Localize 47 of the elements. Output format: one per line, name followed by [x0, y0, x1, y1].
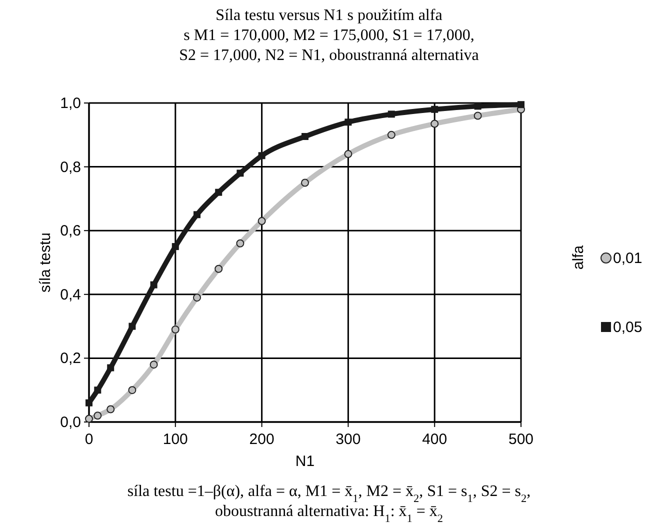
- point: [302, 132, 308, 140]
- point: [128, 322, 136, 330]
- x-tick-label: 100: [162, 431, 188, 448]
- x-tick-label: 500: [508, 431, 534, 448]
- text: síla testu =1–β(α), alfa = α, M1 = x̄$_{1}$, M2 = x̄$_{2}$, S1 = s$_{1}$, S2 = s$_{2}$,: [127, 483, 531, 505]
- point: [86, 399, 92, 406]
- y-tick-label: 0,2: [60, 350, 81, 368]
- y-tick-label: 1,0: [60, 95, 81, 112]
- point: [94, 412, 102, 420]
- point: [193, 294, 201, 302]
- point: [430, 120, 439, 128]
- y-tick-label: 0,4: [60, 286, 81, 304]
- point: [236, 170, 244, 177]
- point: [236, 239, 244, 248]
- point: [301, 178, 309, 187]
- point: [214, 264, 223, 273]
- point: [258, 152, 266, 160]
- point: [194, 211, 200, 218]
- point: [94, 386, 102, 394]
- point: [518, 101, 524, 108]
- point: [107, 364, 114, 372]
- point: [387, 130, 396, 139]
- point: [172, 243, 179, 250]
- x-tick-label: 400: [422, 431, 448, 448]
- legend-title: alfa: [570, 244, 587, 270]
- point: [258, 217, 266, 226]
- point: [474, 112, 482, 120]
- point: [150, 281, 158, 288]
- point: [106, 405, 115, 414]
- chart-subtitle: s M1 = 170,000, M2 = 175,000, S1 = 17,000, S2 = 17,000, N2 = N1, oboustranná alternativa: [179, 27, 479, 64]
- point: [215, 188, 222, 196]
- point: [171, 325, 180, 334]
- point: [344, 150, 352, 158]
- legend-label: 0,05: [613, 319, 642, 336]
- point: [150, 360, 158, 369]
- y-tick-label: 0,6: [60, 222, 81, 240]
- x-tick-label: 200: [249, 431, 274, 448]
- x-axis-title: N1: [295, 453, 315, 470]
- y-tick-label: 0,8: [60, 158, 81, 176]
- legend-label: 0,01: [613, 250, 642, 267]
- chart-title: Síla testu versus N1 s použitím alfa: [216, 7, 442, 24]
- point: [128, 386, 136, 394]
- y-axis-title: síla testu: [37, 232, 54, 293]
- x-tick-label: 300: [336, 431, 361, 448]
- text: oboustranná alternativa: H$_{1}$: x̄$_{1}$ = x̄$_{2}$: [215, 503, 443, 525]
- y-tick-label: 0,0: [60, 414, 81, 431]
- x-tick-label: 0: [84, 431, 94, 448]
